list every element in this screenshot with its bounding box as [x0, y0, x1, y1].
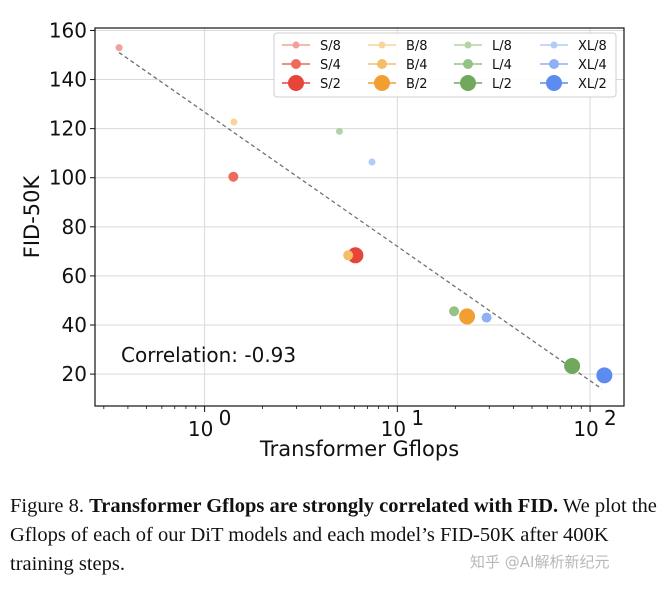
x-tick-label: 10 [188, 417, 213, 441]
x-tick-exponent: 2 [604, 406, 617, 430]
y-tick-label: 120 [49, 117, 87, 141]
plot-frame [94, 27, 625, 407]
y-tick-label: 80 [62, 215, 87, 239]
legend-label: L/4 [492, 58, 512, 73]
x-tick-label: 10 [381, 417, 406, 441]
y-tick-label: 140 [49, 68, 87, 92]
point-s-2 [347, 247, 364, 264]
legend-label: S/4 [320, 58, 341, 73]
point-b-8 [230, 118, 238, 126]
legend-marker [378, 41, 386, 49]
legend-marker [546, 75, 562, 91]
legend-label: S/8 [320, 39, 341, 54]
y-axis-label: FID-50K [20, 175, 44, 259]
point-xl-8 [368, 158, 376, 166]
trend-line [118, 52, 603, 390]
legend-marker [288, 75, 304, 91]
legend-marker [377, 59, 387, 69]
legend-label: L/2 [492, 77, 512, 92]
legend-label: S/2 [320, 77, 341, 92]
point-l-8 [335, 127, 343, 135]
legend: S/8 S/4 S/2 B/8 B/4 B/2 L/8 L/4 L/2 XL/8 XL/4 XL/2 [273, 32, 617, 98]
data-points [115, 44, 613, 384]
legend-label: XL/8 [578, 39, 607, 54]
trend-layer [118, 52, 603, 390]
point-l-2 [564, 357, 581, 374]
point-b-4 [343, 250, 354, 261]
figure-caption: Figure 8. Transformer Gflops are strongl… [10, 492, 660, 579]
watermark: 知乎 @AI解析新纪元 [470, 553, 610, 571]
legend-marker [292, 41, 300, 49]
legend-label: B/2 [406, 77, 428, 92]
y-tick-label: 40 [62, 313, 87, 337]
caption-body: We plot the Gflops of each of our DiT mo… [10, 495, 657, 575]
y-tick-label: 160 [49, 18, 87, 42]
caption-title: Transformer Gflops are strongly correlat… [89, 495, 559, 517]
x-tick-label: 10 [573, 417, 598, 441]
y-tick-label: 100 [49, 166, 87, 190]
legend-marker [549, 59, 559, 69]
legend-label: B/8 [406, 39, 428, 54]
x-tick-exponent: 1 [411, 406, 424, 430]
y-tick-label: 20 [62, 362, 87, 386]
caption-label: Figure 8. [10, 495, 85, 517]
legend-label: B/4 [406, 58, 428, 73]
legend-label: XL/4 [578, 58, 607, 73]
point-xl-4 [481, 312, 492, 323]
legend-marker [550, 41, 558, 49]
legend-marker [464, 41, 472, 49]
point-l-4 [449, 306, 460, 317]
legend-box [273, 32, 617, 98]
point-s-4 [228, 171, 239, 182]
correlation-annotation: Correlation: -0.93 [121, 343, 296, 367]
x-tick-exponent: 0 [219, 406, 232, 430]
point-xl-2 [596, 367, 613, 384]
y-tick-label: 60 [62, 264, 87, 288]
legend-marker [460, 75, 476, 91]
legend-label: L/8 [492, 39, 512, 54]
x-axis-label: Transformer Gflops [259, 437, 459, 461]
legend-marker [463, 59, 473, 69]
point-b-2 [459, 308, 476, 325]
legend-marker [374, 75, 390, 91]
legend-marker [291, 59, 301, 69]
legend-label: XL/2 [578, 77, 607, 92]
point-s-8 [115, 44, 123, 52]
